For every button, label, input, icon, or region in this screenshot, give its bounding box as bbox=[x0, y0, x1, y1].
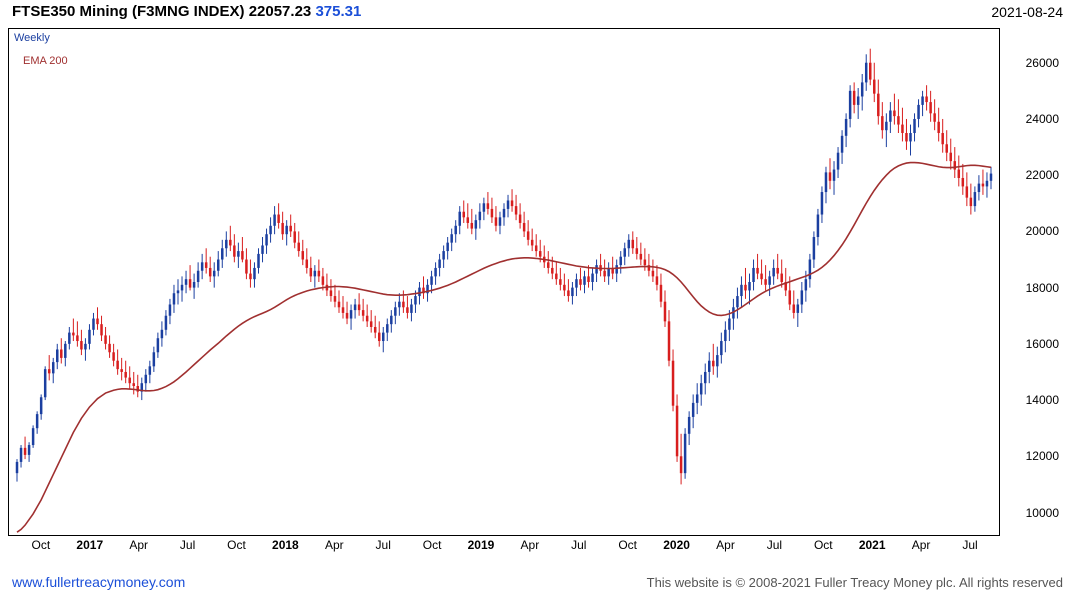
x-axis-tick: Jul bbox=[375, 538, 391, 552]
y-axis-tick: 26000 bbox=[1025, 55, 1059, 70]
y-axis-tick: 14000 bbox=[1025, 393, 1059, 408]
page-title: FTSE350 Mining (F3MNG INDEX) 22057.23 37… bbox=[12, 3, 361, 20]
x-axis-tick: Oct bbox=[422, 538, 442, 552]
y-axis-tick: 16000 bbox=[1025, 336, 1059, 351]
y-axis-tick: 24000 bbox=[1025, 111, 1059, 126]
x-axis-tick: Oct bbox=[813, 538, 833, 552]
chart-header: FTSE350 Mining (F3MNG INDEX) 22057.23 37… bbox=[0, 0, 1075, 24]
x-axis-tick: 2017 bbox=[76, 538, 104, 552]
y-axis-tick: 20000 bbox=[1025, 224, 1059, 239]
chart-plot-area[interactable]: Weekly EMA 200 bbox=[8, 28, 1000, 536]
x-axis-tick: Oct bbox=[618, 538, 638, 552]
x-axis-tick: Oct bbox=[31, 538, 51, 552]
x-axis-tick: 2019 bbox=[467, 538, 495, 552]
y-axis-tick: 18000 bbox=[1025, 280, 1059, 295]
x-axis-tick: Oct bbox=[227, 538, 246, 552]
price-change: 375.31 bbox=[315, 3, 362, 20]
x-axis-tick: Jul bbox=[179, 538, 196, 552]
x-axis-tick: Jul bbox=[571, 538, 587, 552]
chart-footer: www.fullertreacymoney.com This website i… bbox=[0, 572, 1075, 596]
x-axis-tick: Apr bbox=[129, 538, 149, 552]
website-link[interactable]: www.fullertreacymoney.com bbox=[12, 574, 186, 590]
x-axis-tick: Apr bbox=[324, 538, 344, 552]
last-price: 22057.23 bbox=[248, 3, 312, 20]
x-axis: Oct 2017 Apr Jul Oct 2018 Apr Jul Oct 2019 Apr Jul O… bbox=[8, 538, 1000, 558]
x-axis-tick: Jul bbox=[962, 538, 978, 552]
x-axis-tick: Apr bbox=[716, 538, 735, 552]
y-axis-tick: 12000 bbox=[1025, 449, 1059, 464]
instrument-name: FTSE350 Mining (F3MNG INDEX) bbox=[12, 3, 245, 20]
y-axis-tick: 22000 bbox=[1025, 168, 1059, 183]
x-axis-tick: Jul bbox=[766, 538, 783, 552]
x-axis-tick: Apr bbox=[520, 538, 540, 552]
interval-label: Weekly bbox=[14, 32, 50, 44]
chart-date: 2021-08-24 bbox=[991, 4, 1063, 20]
ema-legend-label: EMA 200 bbox=[23, 55, 68, 67]
copyright-text: This website is © 2008-2021 Fuller Treac… bbox=[646, 575, 1063, 590]
x-axis-tick: 2018 bbox=[272, 538, 299, 552]
x-axis-tick: Apr bbox=[911, 538, 931, 552]
y-axis-tick: 10000 bbox=[1025, 505, 1059, 520]
x-axis-tick: 2021 bbox=[858, 538, 886, 552]
y-axis: 10000 12000 14000 16000 18000 20000 22000 24000… bbox=[1001, 28, 1067, 536]
x-axis-tick: 2020 bbox=[663, 538, 690, 552]
price-chart-canvas bbox=[15, 48, 993, 533]
